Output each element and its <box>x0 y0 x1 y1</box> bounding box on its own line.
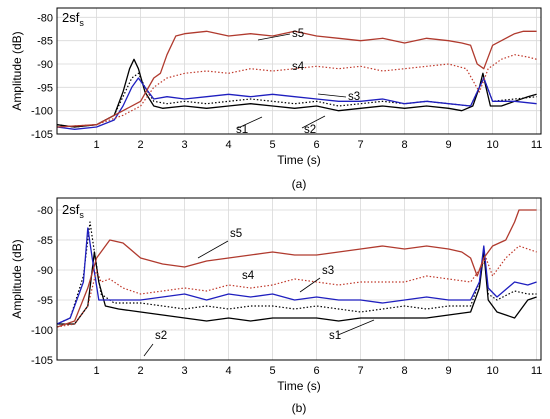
x-tick-label: 10 <box>486 365 498 377</box>
series-line-s4 <box>57 54 537 128</box>
x-tick-label: 8 <box>402 139 408 151</box>
x-tick-label: 9 <box>446 139 452 151</box>
panel-tag-a: 2sfs <box>62 10 84 28</box>
x-tick-label: 6 <box>314 139 320 151</box>
annotations-a: s1 s2 s3 s4 s5 <box>236 28 360 136</box>
x-tick-label: 4 <box>226 139 232 151</box>
annotation-leader-s5 <box>257 33 291 41</box>
annotation-s2: s2 <box>155 330 167 342</box>
y-tick-label: -95 <box>37 82 53 94</box>
series-line-s4 <box>57 245 537 328</box>
y-tick-label: -80 <box>37 205 53 217</box>
x-tick-label: 2 <box>138 139 144 151</box>
x-tick-label: 3 <box>182 139 188 151</box>
plot-frame-a <box>56 7 542 135</box>
annotation-s4: s4 <box>292 61 305 73</box>
panel-a: 1 2 3 4 5 6 7 8 9 10 11 -80-85-90-95-100-105 s1 s2s… <box>10 7 543 191</box>
x-tick-label: 11 <box>531 365 542 377</box>
x-tick-label: 4 <box>226 365 232 377</box>
x-tick-label: 5 <box>270 365 276 377</box>
x-tick-label: 11 <box>531 139 542 151</box>
x-tick-label: 8 <box>402 365 408 377</box>
y-tick-label: -105 <box>31 355 53 367</box>
y-ticks-a: -80 -85 -90 -95 -100 -105 <box>31 12 53 141</box>
x-tick-label: 7 <box>358 365 364 377</box>
y-tick-label: -95 <box>37 295 53 307</box>
annotation-leader-s1 <box>237 116 263 129</box>
x-tick-label: 2 <box>138 365 144 377</box>
series-a <box>57 30 537 130</box>
annotation-leader-s5 <box>197 240 229 259</box>
y-tick-label: -105 <box>31 129 53 141</box>
series-line-s2 <box>57 221 537 325</box>
x-tick-label: 1 <box>94 139 100 151</box>
series-line-s3 <box>57 77 537 130</box>
annotation-s1: s1 <box>329 330 341 342</box>
x-tick-label: 7 <box>358 139 364 151</box>
panel-b: 1 2 3 4 5 6 7 8 9 10 11 -80-85-90-95-100-105 s1s2s… <box>10 197 543 415</box>
y-tick-label: -90 <box>37 265 53 277</box>
series-line-s5 <box>57 30 537 128</box>
y-tick-label: -90 <box>37 59 53 71</box>
annotation-leader-s2 <box>143 343 154 357</box>
x-tick-label: 10 <box>486 139 498 151</box>
annotation-s5: s5 <box>230 228 242 240</box>
x-tick-label: 1 <box>94 365 100 377</box>
y-tick-label: -100 <box>31 325 53 337</box>
x-axis-label-a: Time (s) <box>277 153 321 167</box>
panel-tag-b: 2sfs <box>62 202 84 220</box>
x-tick-label: 3 <box>182 365 188 377</box>
x-tick-label: 5 <box>270 139 276 151</box>
annotation-leader-s3 <box>299 277 321 293</box>
x-tick-label: 6 <box>314 365 320 377</box>
annotation-leader-s2 <box>301 115 326 129</box>
annotation-s2: s2 <box>304 124 316 136</box>
series-line-s1 <box>57 251 537 325</box>
y-axis-label-a: Amplitude (dB) <box>10 31 24 110</box>
caption-b: (b) <box>292 401 307 415</box>
y-ticks-b: -80 -85 -90 -95 -100 -105 <box>31 205 53 367</box>
y-tick-label: -85 <box>37 235 53 247</box>
plot-frame-b <box>56 197 542 361</box>
x-axis-label-b: Time (s) <box>277 379 321 393</box>
series-line-s5 <box>57 209 537 328</box>
y-tick-label: -85 <box>37 36 53 48</box>
y-tick-label: -80 <box>37 12 53 24</box>
annotation-s4: s4 <box>242 270 255 282</box>
annotation-leader-s3 <box>317 93 347 98</box>
x-ticks-b: 1 2 3 4 5 6 7 8 9 10 11 <box>94 365 543 377</box>
annotation-leader-s1 <box>337 319 375 336</box>
series-line-s3 <box>57 227 537 325</box>
annotations-b: s1 s2 s3 s4 s5 <box>143 228 375 357</box>
series-b <box>57 209 537 328</box>
y-axis-label-b: Amplitude (dB) <box>10 239 24 318</box>
y-tick-label: -100 <box>31 106 53 118</box>
x-tick-label: 9 <box>446 365 452 377</box>
annotation-s1: s1 <box>236 124 248 136</box>
caption-a: (a) <box>292 177 307 191</box>
x-ticks-a: 1 2 3 4 5 6 7 8 9 10 11 <box>94 139 543 151</box>
annotation-s5: s5 <box>292 28 304 40</box>
annotation-s3: s3 <box>322 265 334 277</box>
annotation-s3: s3 <box>348 91 360 103</box>
series-line-s2 <box>57 72 537 128</box>
